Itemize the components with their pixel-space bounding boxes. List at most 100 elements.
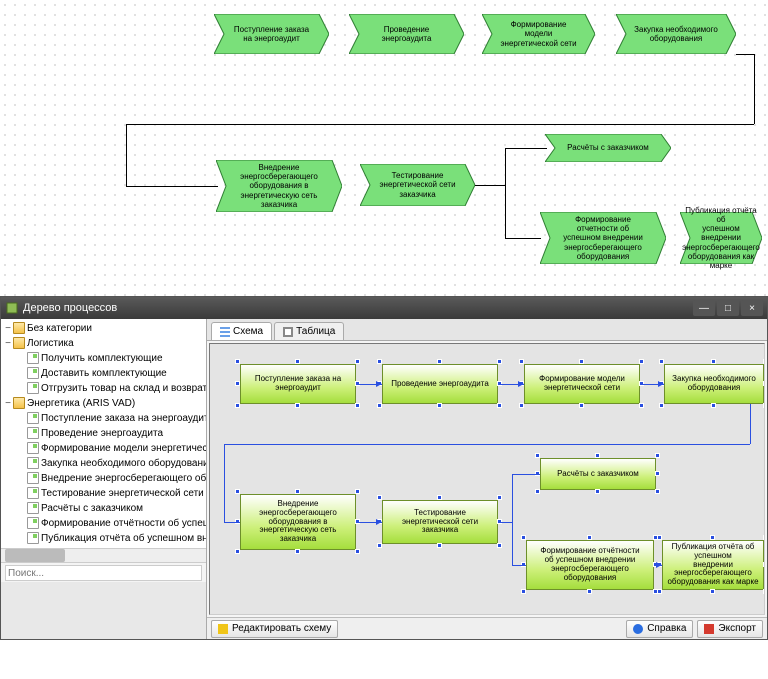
tree-item[interactable]: Отгрузить товар на склад и возвратить	[17, 381, 204, 396]
document-icon	[27, 412, 39, 424]
process-box[interactable]: Внедрениеэнергосберегающегооборудования …	[240, 494, 356, 550]
tab-таблица[interactable]: Таблица	[274, 322, 344, 340]
document-icon	[27, 472, 39, 484]
tree-label: Получить комплектующие	[41, 353, 163, 364]
process-box[interactable]: Закупка необходимогооборудования	[664, 364, 764, 404]
tree-item[interactable]: Расчёты с заказчиком	[17, 501, 204, 516]
document-icon	[27, 517, 39, 529]
document-icon	[27, 352, 39, 364]
document-icon	[27, 502, 39, 514]
folder-icon	[13, 322, 25, 334]
tree-label: Логистика	[27, 338, 74, 349]
folder-icon	[13, 337, 25, 349]
connector	[224, 444, 225, 522]
tree-item[interactable]: Внедрение энергосберегающего оборудовани…	[17, 471, 204, 486]
process-box[interactable]: Поступление заказа наэнергоаудит	[240, 364, 356, 404]
process-chevron[interactable]: Расчёты с заказчиком	[545, 134, 671, 162]
connector	[754, 54, 755, 124]
process-box[interactable]: Тестированиеэнергетической сетизаказчика	[382, 500, 498, 544]
process-chevron[interactable]: Публикация отчёта обуспешном внедренииэн…	[680, 212, 762, 264]
connector	[750, 404, 751, 444]
schema-icon	[220, 327, 230, 337]
tree-item[interactable]: Публикация отчёта об успешном внедрении …	[17, 531, 204, 546]
tree-item[interactable]: Закупка необходимого оборудования	[17, 456, 204, 471]
tree-item[interactable]: Формирование отчётности об успешном внед	[17, 516, 204, 531]
arrow-head	[376, 519, 382, 525]
document-icon	[27, 382, 39, 394]
connector	[224, 444, 750, 445]
top-flowchart: Поступление заказана энергоаудит Проведен…	[0, 0, 768, 296]
tree-label: Закупка необходимого оборудования	[41, 458, 207, 469]
process-tree-window: Дерево процессов — □ × −Без категории−Ло…	[0, 296, 768, 640]
tree-label: Энергетика (ARIS VAD)	[27, 398, 135, 409]
close-button[interactable]: ×	[741, 300, 763, 316]
tree-label: Формирование отчётности об успешном внед	[41, 518, 207, 529]
bottom-toolbar: Редактировать схему Справка Экспорт	[207, 617, 767, 639]
document-icon	[27, 457, 39, 469]
process-box[interactable]: Проведение энергоаудита	[382, 364, 498, 404]
connector	[512, 474, 513, 565]
connector	[224, 522, 240, 523]
process-chevron[interactable]: Формированиемоделиэнергетической сети	[482, 14, 595, 54]
process-chevron[interactable]: Формированиеотчетности обуспешном внедре…	[540, 212, 666, 264]
schema-canvas[interactable]: Поступление заказа наэнергоаудит Проведен…	[209, 343, 765, 615]
help-button[interactable]: Справка	[626, 620, 693, 638]
process-chevron[interactable]: Поступление заказана энергоаудит	[214, 14, 329, 54]
maximize-button[interactable]: □	[717, 300, 739, 316]
tree-folder[interactable]: − Энергетика (ARIS VAD)	[3, 396, 204, 411]
tree-item[interactable]: Проведение энергоаудита	[17, 426, 204, 441]
minimize-button[interactable]: —	[693, 300, 715, 316]
folder-icon	[13, 397, 25, 409]
tab-схема[interactable]: Схема	[211, 322, 272, 340]
process-box[interactable]: Расчёты с заказчиком	[540, 458, 656, 490]
connector	[505, 148, 506, 238]
document-icon	[27, 487, 39, 499]
process-chevron[interactable]: Тестированиеэнергетической сетизаказчика	[360, 164, 475, 206]
process-chevron[interactable]: Закупка необходимогооборудования	[616, 14, 736, 54]
document-icon	[27, 367, 39, 379]
arrow-head	[518, 381, 524, 387]
search-input[interactable]	[5, 565, 202, 581]
document-icon	[27, 532, 39, 544]
document-icon	[27, 442, 39, 454]
tree-label: Внедрение энергосберегающего оборудовани…	[41, 473, 207, 484]
tree-toggle[interactable]: −	[3, 336, 13, 351]
tree-label: Формирование модели энергетической сети	[41, 443, 207, 454]
connector	[505, 148, 547, 149]
connector	[498, 522, 512, 523]
process-box[interactable]: Формирование моделиэнергетической сети	[524, 364, 640, 404]
process-box[interactable]: Формирование отчётностиоб успешном внедр…	[526, 540, 654, 590]
tree-item[interactable]: Поступление заказа на энергоаудит	[17, 411, 204, 426]
pencil-icon	[218, 624, 228, 634]
tree-label: Проведение энергоаудита	[41, 428, 163, 439]
process-chevron[interactable]: Проведениеэнергоаудита	[349, 14, 464, 54]
arrow-head	[376, 381, 382, 387]
tree-label: Тестирование энергетической сети заказчи…	[41, 488, 207, 499]
connector	[736, 54, 754, 55]
connector	[505, 238, 541, 239]
tree-panel[interactable]: −Без категории−Логистика Получить компле…	[1, 319, 207, 548]
titlebar[interactable]: Дерево процессов — □ ×	[1, 297, 767, 319]
connector	[126, 124, 127, 186]
connector	[126, 124, 754, 125]
tree-toggle[interactable]: −	[3, 321, 13, 336]
tree-item[interactable]: Получить комплектующие	[17, 351, 204, 366]
help-icon	[633, 624, 643, 634]
tree-scrollbar[interactable]	[1, 548, 206, 562]
tree-label: Отгрузить товар на склад и возвратить	[41, 383, 207, 394]
edit-schema-button[interactable]: Редактировать схему	[211, 620, 338, 638]
tree-item[interactable]: Формирование модели энергетической сети	[17, 441, 204, 456]
arrow-head	[656, 562, 662, 568]
tree-item[interactable]: Тестирование энергетической сети заказчи…	[17, 486, 204, 501]
tree-item[interactable]: Доставить комплектующие	[17, 366, 204, 381]
window-title: Дерево процессов	[23, 302, 691, 314]
process-chevron[interactable]: Внедрениеэнергосберегающегооборудования …	[216, 160, 342, 212]
tree-folder[interactable]: − Логистика	[3, 336, 204, 351]
tree-toggle[interactable]: −	[3, 396, 13, 411]
export-button[interactable]: Экспорт	[697, 620, 763, 638]
connector	[475, 185, 505, 186]
connector	[512, 474, 540, 475]
process-box[interactable]: Публикация отчёта об успешномвнедрении э…	[662, 540, 764, 590]
tree-label: Публикация отчёта об успешном внедрении …	[41, 533, 207, 544]
tree-item[interactable]: −Без категории	[3, 321, 204, 336]
